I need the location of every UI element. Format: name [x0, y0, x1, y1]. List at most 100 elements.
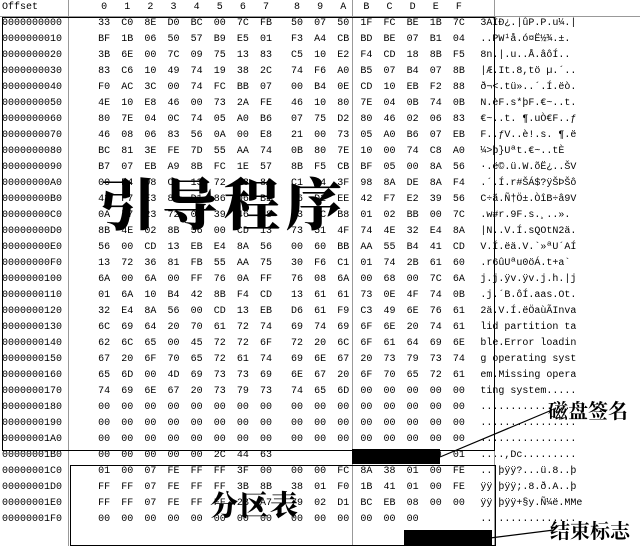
byte-cell: E4: [116, 304, 139, 320]
byte-cell: AA: [355, 240, 378, 256]
header-col: C: [378, 0, 401, 16]
byte-cell: B1: [424, 32, 447, 48]
byte-cell: C5: [285, 48, 308, 64]
byte-cell: B4: [116, 176, 139, 192]
header-col: 9: [309, 0, 332, 16]
byte-cell: 01: [355, 256, 378, 272]
byte-cell: 2C: [254, 64, 277, 80]
byte-cell: 88: [447, 80, 470, 96]
byte-cell: 45: [185, 336, 208, 352]
byte-cell: 13: [162, 240, 185, 256]
byte-cell: 6E: [285, 368, 308, 384]
byte-cell: 74: [424, 288, 447, 304]
byte-cell: 73: [208, 384, 231, 400]
byte-cell: 20: [355, 352, 378, 368]
byte-cell: 02: [401, 112, 424, 128]
byte-cell: FF: [116, 480, 139, 496]
byte-cell: 00: [378, 400, 401, 416]
byte-cell: FB: [185, 256, 208, 272]
byte-cell: 6A: [139, 272, 162, 288]
byte-cell: 02: [378, 208, 401, 224]
byte-cell: D1: [185, 192, 208, 208]
byte-cell: FC: [208, 80, 231, 96]
byte-cell: BF: [93, 32, 116, 48]
ascii-cell: ÿÿ.þÿÿ;.8.ð.A..þ: [478, 480, 640, 496]
byte-cell: 74: [185, 80, 208, 96]
byte-cell: 00: [208, 400, 231, 416]
byte-cell: 10: [116, 96, 139, 112]
byte-cell: E3: [139, 192, 162, 208]
byte-cell: 6A: [116, 288, 139, 304]
header-col: E: [424, 0, 447, 16]
byte-cell: 10: [139, 64, 162, 80]
byte-cell: 61: [424, 256, 447, 272]
ascii-cell: ÿÿ.þÿÿ+§y.Ñ¼ë.MMe: [478, 496, 640, 512]
byte-cell: FF: [185, 272, 208, 288]
byte-cell: BC: [93, 144, 116, 160]
byte-cell: 68: [378, 272, 401, 288]
byte-cell: A0: [447, 144, 470, 160]
byte-cell: DE: [401, 176, 424, 192]
byte-cell: 8A: [139, 304, 162, 320]
byte-cell: A4: [309, 32, 332, 48]
hex-row: 00000001F00000000000000000000000000000 .…: [0, 512, 640, 528]
byte-cell: 74: [285, 384, 308, 400]
byte-cell: 8A: [378, 176, 401, 192]
byte-cell: 20: [116, 352, 139, 368]
ascii-cell: em.Missing opera: [478, 368, 640, 384]
byte-cell: 36: [139, 256, 162, 272]
byte-cell: 00: [185, 400, 208, 416]
byte-cell: CD: [378, 48, 401, 64]
ascii-cell: N.èF.s*þF.€~..t.: [478, 96, 640, 112]
byte-cell: 73: [231, 368, 254, 384]
byte-cell: FF: [185, 464, 208, 480]
end-marker-highlight: [404, 530, 492, 545]
byte-cell: CD: [162, 176, 185, 192]
byte-cell: 6E: [401, 304, 424, 320]
byte-cell: 73: [355, 288, 378, 304]
byte-cell: 73: [208, 368, 231, 384]
byte-cell: 09: [185, 48, 208, 64]
byte-cell: 86: [208, 192, 231, 208]
byte-cell: 49: [162, 64, 185, 80]
ascii-cell: ................: [478, 432, 640, 448]
byte-cell: 00: [185, 304, 208, 320]
byte-cell: 00: [447, 400, 470, 416]
byte-cell: 00: [424, 384, 447, 400]
hex-row: 00000001A0000000000000000000000000000000…: [0, 432, 640, 448]
byte-cell: EB: [254, 304, 277, 320]
byte-cell: E2: [401, 192, 424, 208]
byte-cell: 61: [378, 336, 401, 352]
offset-cell: 00000001A0: [0, 432, 93, 448]
byte-cell: 00: [231, 432, 254, 448]
byte-cell: FE: [254, 96, 277, 112]
byte-cell: 1B: [355, 480, 378, 496]
byte-cell: 00: [355, 384, 378, 400]
byte-cell: FC: [378, 16, 401, 32]
byte-cell: 74: [254, 144, 277, 160]
byte-cell: 1E: [231, 160, 254, 176]
offset-cell: 0000000120: [0, 304, 93, 320]
byte-cell: FF: [208, 480, 231, 496]
byte-cell: 00: [231, 512, 254, 528]
byte-cell: 74: [401, 144, 424, 160]
byte-cell: 2C: [208, 448, 231, 464]
byte-cell: 00: [401, 432, 424, 448]
offset-cell: 0000000130: [0, 320, 93, 336]
byte-cell: 00: [355, 400, 378, 416]
byte-cell: F4: [355, 48, 378, 64]
byte-cell: 13: [185, 176, 208, 192]
ascii-cell: 8n.|.u..Å.âôÍ..: [478, 48, 640, 64]
offset-cell: 0000000060: [0, 112, 93, 128]
byte-cell: 60: [309, 240, 332, 256]
byte-cell: 3E: [139, 144, 162, 160]
byte-cell: 61: [309, 288, 332, 304]
byte-cell: 00: [139, 512, 162, 528]
byte-cell: 79: [231, 384, 254, 400]
byte-cell: 00: [139, 416, 162, 432]
byte-cell: 4F: [401, 288, 424, 304]
hex-row: 00000000C00A77237205394608731CB80102BB00…: [0, 208, 640, 224]
byte-cell: 6E: [309, 352, 332, 368]
byte-cell: 00: [162, 400, 185, 416]
byte-cell: 1C: [309, 208, 332, 224]
